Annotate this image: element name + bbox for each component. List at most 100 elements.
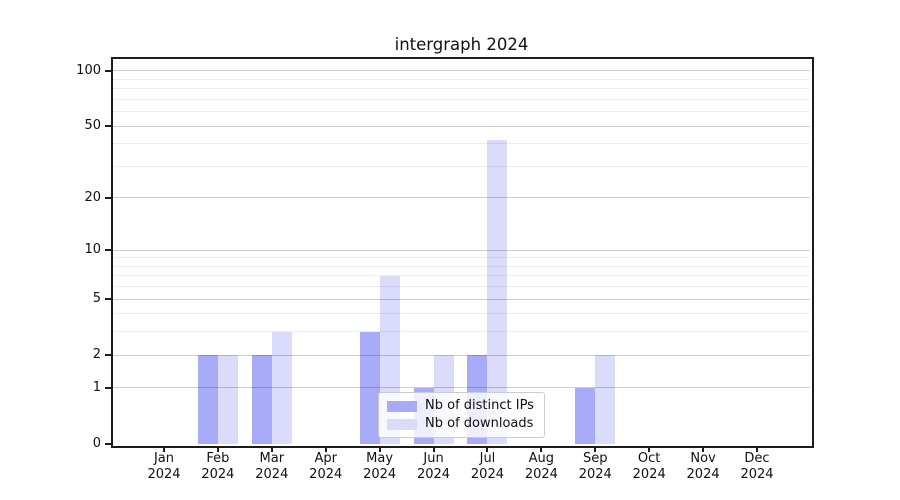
minor-gridline-8	[113, 265, 810, 267]
chart-title: intergraph 2024	[394, 35, 529, 54]
x-axis-tick-mar	[270, 446, 273, 452]
bar-nb-of-distinct-ips-mar	[251, 355, 272, 444]
x-axis-tick-label-nov-2024: Nov 2024	[671, 451, 735, 483]
y-axis-tick-label-0: 0	[92, 436, 101, 451]
y-axis-tick-1	[105, 386, 111, 389]
x-axis-tick-label-apr-2024: Apr 2024	[294, 451, 358, 483]
y-axis-tick-label-50: 50	[84, 118, 101, 134]
x-axis-tick-nov	[702, 446, 705, 452]
x-tick-month: May	[366, 451, 394, 466]
minor-gridline-4	[113, 313, 810, 315]
y-axis-tick-label-1: 1	[92, 379, 101, 395]
x-tick-year: 2024	[363, 467, 397, 482]
x-axis-tick-label-jul-2024: Jul 2024	[455, 451, 519, 483]
x-axis-tick-label-jan-2024: Jan 2024	[132, 451, 196, 483]
x-axis-tick-jan	[163, 446, 165, 452]
x-tick-year: 2024	[147, 467, 181, 482]
x-axis-tick-label-feb-2024: Feb 2024	[186, 451, 250, 483]
x-tick-month: Sep	[583, 451, 608, 466]
legend: Nb of distinct IPs Nb of downloads	[378, 392, 545, 438]
y-axis-tick-label-5: 5	[92, 291, 101, 307]
major-gridline-50	[113, 125, 810, 127]
x-tick-month: Jul	[479, 451, 496, 466]
y-axis-tick-label-2: 2	[92, 347, 101, 363]
x-tick-month: Dec	[744, 451, 770, 466]
legend-label-nb-of-distinct-ips: Nb of distinct IPs	[425, 398, 534, 413]
x-tick-month: Jan	[153, 451, 175, 466]
minor-gridline-60	[113, 111, 810, 113]
x-axis-tick-oct	[648, 446, 651, 452]
x-tick-year: 2024	[201, 467, 235, 482]
x-axis-tick-sep	[594, 446, 597, 452]
y-axis-tick-100	[105, 69, 111, 72]
minor-gridline-3	[113, 331, 810, 333]
minor-gridline-90	[113, 78, 810, 80]
legend-label-nb-of-downloads: Nb of downloads	[425, 416, 534, 431]
bar-nb-of-downloads-feb	[217, 355, 238, 444]
bar-nb-of-downloads-jul	[487, 139, 508, 444]
y-axis-tick-label-10: 10	[84, 242, 101, 258]
x-axis-tick-label-dec-2024: Dec 2024	[725, 451, 789, 483]
y-axis-tick-10	[105, 249, 111, 252]
x-axis-tick-feb	[216, 446, 219, 452]
legend-swatch-nb-of-downloads	[387, 418, 417, 430]
x-tick-month: Jun	[423, 451, 444, 466]
x-tick-month: Apr	[314, 451, 337, 466]
minor-gridline-40	[113, 143, 810, 145]
minor-gridline-70	[113, 98, 810, 100]
y-axis-tick-50	[105, 125, 111, 128]
bar-nb-of-downloads-mar	[271, 331, 292, 444]
chart-plot-area: Nb of distinct IPs Nb of downloads 0 1 2 5 10…	[76, 57, 814, 482]
major-gridline-100	[113, 70, 810, 72]
x-tick-month: Mar	[259, 451, 285, 466]
minor-gridline-6	[113, 286, 810, 288]
x-tick-year: 2024	[255, 467, 289, 482]
minor-gridline-7	[113, 275, 810, 277]
x-tick-year: 2024	[740, 467, 774, 482]
y-axis-tick-2	[105, 354, 111, 357]
x-tick-month: Aug	[528, 451, 555, 466]
major-gridline-20	[113, 197, 810, 199]
major-gridline-2	[113, 354, 810, 356]
x-axis-tick-may	[378, 446, 381, 452]
y-axis-tick-label-20: 20	[84, 189, 101, 205]
x-tick-year: 2024	[309, 467, 343, 482]
legend-swatch-nb-of-distinct-ips	[387, 400, 417, 412]
x-axis-tick-label-mar-2024: Mar 2024	[240, 451, 304, 483]
x-axis-tick-apr	[324, 446, 327, 452]
x-tick-year: 2024	[416, 467, 451, 482]
x-tick-year: 2024	[686, 467, 720, 482]
y-axis-tick-5	[105, 298, 111, 301]
y-axis-tick-20	[105, 196, 111, 199]
x-tick-year: 2024	[632, 467, 666, 482]
x-tick-month: Feb	[206, 451, 230, 466]
x-axis-tick-label-oct-2024: Oct 2024	[617, 451, 681, 483]
bar-nb-of-distinct-ips-sep	[575, 387, 596, 444]
legend-item-nb-of-downloads: Nb of downloads	[387, 416, 534, 432]
major-gridline-10	[113, 249, 810, 251]
y-axis-tick-label-100: 100	[76, 62, 101, 78]
x-tick-month: Nov	[690, 451, 716, 466]
bar-nb-of-distinct-ips-may	[359, 331, 380, 444]
x-axis-tick-label-sep-2024: Sep 2024	[563, 451, 627, 483]
y-axis-tick-0	[105, 443, 111, 445]
x-tick-month: Oct	[637, 451, 661, 466]
major-gridline-5	[113, 298, 810, 300]
x-axis-tick-label-jun-2024: Jun 2024	[402, 451, 466, 483]
x-tick-year: 2024	[524, 467, 558, 482]
x-tick-year: 2024	[470, 467, 504, 482]
minor-gridline-80	[113, 88, 810, 90]
x-axis-tick-label-may-2024: May 2024	[348, 451, 412, 483]
x-axis-tick-jul	[486, 446, 489, 452]
minor-gridline-30	[113, 165, 810, 167]
x-axis-tick-aug	[540, 446, 543, 452]
legend-item-nb-of-distinct-ips: Nb of distinct IPs	[387, 398, 534, 414]
bar-nb-of-distinct-ips-feb	[197, 355, 218, 444]
x-tick-year: 2024	[578, 467, 612, 482]
major-gridline-1	[113, 387, 810, 389]
x-axis-tick-dec	[755, 446, 758, 452]
x-axis-tick-jun	[432, 446, 435, 452]
bar-nb-of-downloads-sep	[595, 355, 616, 444]
minor-gridline-9	[113, 257, 810, 259]
